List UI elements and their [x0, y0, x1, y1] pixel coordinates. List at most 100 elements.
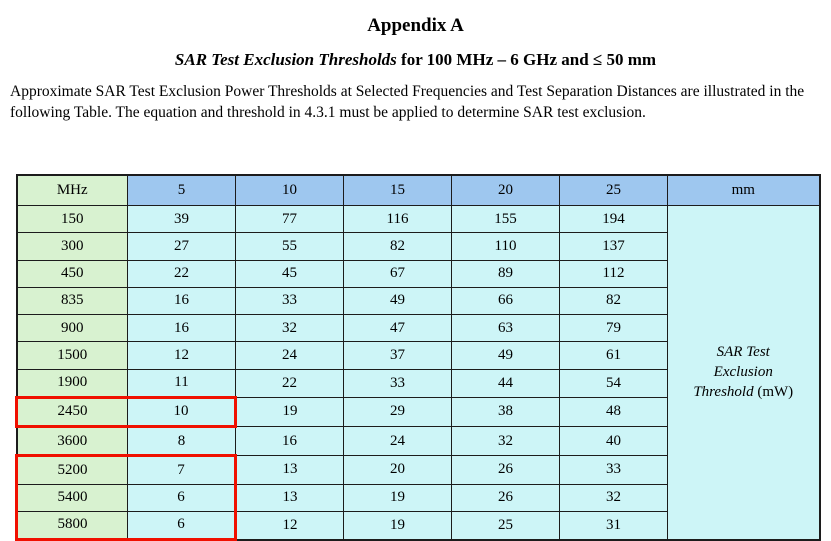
threshold-value-cell: 66: [451, 286, 560, 316]
threshold-value-cell: 39: [127, 204, 236, 234]
threshold-value-cell: 82: [559, 286, 668, 316]
frequency-cell: 5200: [15, 454, 128, 485]
frequency-cell: 2450: [15, 395, 128, 429]
threshold-value-cell: 49: [343, 286, 452, 316]
threshold-value-cell: 33: [343, 368, 452, 398]
page-subtitle: SAR Test Exclusion Thresholds for 100 MH…: [0, 50, 831, 70]
threshold-value-cell: 49: [451, 341, 560, 370]
threshold-value-cell: 29: [343, 396, 452, 428]
label-unit: (mW): [753, 384, 794, 401]
threshold-value-cell: 22: [235, 368, 344, 398]
threshold-value-cell: 32: [235, 313, 344, 343]
threshold-value-cell: 22: [127, 259, 236, 288]
table-row-300: 300 27 55 82 110 137: [16, 232, 820, 261]
threshold-value-cell: 63: [451, 313, 560, 343]
threshold-value-cell: 25: [451, 510, 560, 541]
frequency-cell: 450: [16, 259, 128, 288]
label-line-1: SAR Test: [716, 343, 770, 360]
label-line-2: Exclusion: [713, 364, 773, 381]
threshold-value-cell: 19: [343, 483, 452, 512]
threshold-value-cell: 79: [559, 313, 668, 343]
threshold-value-cell: 13: [235, 455, 344, 485]
threshold-value-cell: 40: [559, 425, 668, 457]
table-row-1500: 1500 12 24 37 49 61: [16, 341, 820, 370]
table-row-450: 450 22 45 67 89 112: [16, 259, 820, 288]
threshold-value-cell: 67: [343, 259, 452, 288]
threshold-value-cell: 31: [559, 510, 668, 541]
threshold-value-cell: 12: [235, 510, 344, 541]
sar-threshold-label-cell: SAR Test Exclusion Threshold (mW): [667, 205, 820, 540]
col-header-unit: mm: [667, 174, 820, 206]
frequency-cell: 5800: [15, 510, 128, 541]
threshold-value-cell: 32: [451, 425, 560, 457]
table-row-2450: 2450 10 19 29 38 48: [15, 395, 820, 429]
intro-paragraph: Approximate SAR Test Exclusion Power Thr…: [10, 83, 805, 121]
threshold-value-cell: 16: [235, 425, 344, 457]
threshold-value-cell: 37: [343, 341, 452, 370]
threshold-value-cell: 61: [559, 341, 668, 370]
frequency-cell: 3600: [16, 425, 128, 457]
table-row-1900: 1900 11 22 33 44 54: [16, 368, 820, 398]
threshold-value-cell: 24: [235, 341, 344, 370]
threshold-value-cell: 27: [127, 232, 236, 261]
table-row-835: 835 16 33 49 66 82: [16, 286, 820, 316]
col-header-distance-10: 10: [235, 174, 344, 206]
table-row-150: 150 39 77 116 155 194 SAR Test Exclusion Thresho…: [16, 204, 820, 540]
threshold-value-cell: 24: [343, 425, 452, 457]
frequency-cell: 150: [16, 204, 128, 234]
threshold-value-cell: 20: [343, 455, 452, 485]
threshold-value-cell: 38: [451, 396, 560, 428]
table-row-900: 900 16 32 47 63 79: [16, 313, 820, 343]
frequency-cell: 1900: [16, 368, 128, 398]
threshold-value-cell: 194: [559, 204, 668, 234]
sar-threshold-table: MHz 5 10 15 20 25 mm 150 39 77 116 155 194 SAR Test E…: [15, 174, 821, 541]
subtitle-italic-part: SAR Test Exclusion Thresholds: [174, 50, 397, 69]
threshold-value-cell: 77: [235, 204, 344, 234]
document-page: Appendix A SAR Test Exclusion Thresholds…: [0, 15, 831, 541]
threshold-value-cell: 44: [451, 368, 560, 398]
threshold-value-cell: 13: [235, 483, 344, 512]
label-line-3-word: Threshold: [693, 384, 754, 401]
threshold-value-cell: 12: [127, 341, 236, 370]
threshold-value-cell: 112: [559, 259, 668, 288]
threshold-value-cell: 33: [235, 286, 344, 316]
threshold-value-cell: 110: [451, 232, 560, 261]
threshold-value-cell: 16: [127, 286, 236, 316]
threshold-value-cell: 26: [451, 483, 560, 512]
threshold-value-cell: 7: [127, 454, 237, 485]
frequency-cell: 835: [16, 286, 128, 316]
frequency-cell: 5400: [15, 483, 128, 512]
col-header-distance-25: 25: [559, 174, 668, 206]
frequency-cell: 900: [16, 313, 128, 343]
table-body: 150 39 77 116 155 194 SAR Test Exclusion Thresho…: [15, 204, 820, 541]
threshold-value-cell: 89: [451, 259, 560, 288]
threshold-value-cell: 26: [451, 455, 560, 485]
threshold-value-cell: 55: [235, 232, 344, 261]
threshold-value-cell: 11: [127, 368, 236, 398]
frequency-cell: 300: [16, 232, 128, 261]
col-header-distance-20: 20: [451, 174, 560, 206]
threshold-value-cell: 47: [343, 313, 452, 343]
threshold-value-cell: 32: [559, 483, 668, 512]
threshold-value-cell: 54: [559, 368, 668, 398]
threshold-value-cell: 6: [127, 483, 237, 512]
col-header-distance-5: 5: [127, 174, 236, 206]
threshold-value-cell: 10: [127, 395, 237, 429]
table-header-row: MHz 5 10 15 20 25 mm: [16, 174, 820, 206]
threshold-value-cell: 8: [127, 425, 236, 457]
threshold-value-cell: 45: [235, 259, 344, 288]
threshold-value-cell: 6: [127, 510, 237, 541]
threshold-value-cell: 155: [451, 204, 560, 234]
table-row-5400: 5400 6 13 19 26 32: [15, 483, 820, 512]
table-row-5200: 5200 7 13 20 26 33: [15, 454, 820, 485]
subtitle-regular-part: for 100 MHz – 6 GHz and ≤ 50 mm: [396, 50, 657, 69]
threshold-value-cell: 82: [343, 232, 452, 261]
col-header-frequency: MHz: [16, 174, 128, 206]
threshold-value-cell: 48: [559, 396, 668, 428]
frequency-cell: 1500: [16, 341, 128, 370]
threshold-value-cell: 116: [343, 204, 452, 234]
threshold-value-cell: 16: [127, 313, 236, 343]
threshold-value-cell: 137: [559, 232, 668, 261]
threshold-value-cell: 19: [343, 510, 452, 541]
page-title: Appendix A: [367, 15, 464, 36]
